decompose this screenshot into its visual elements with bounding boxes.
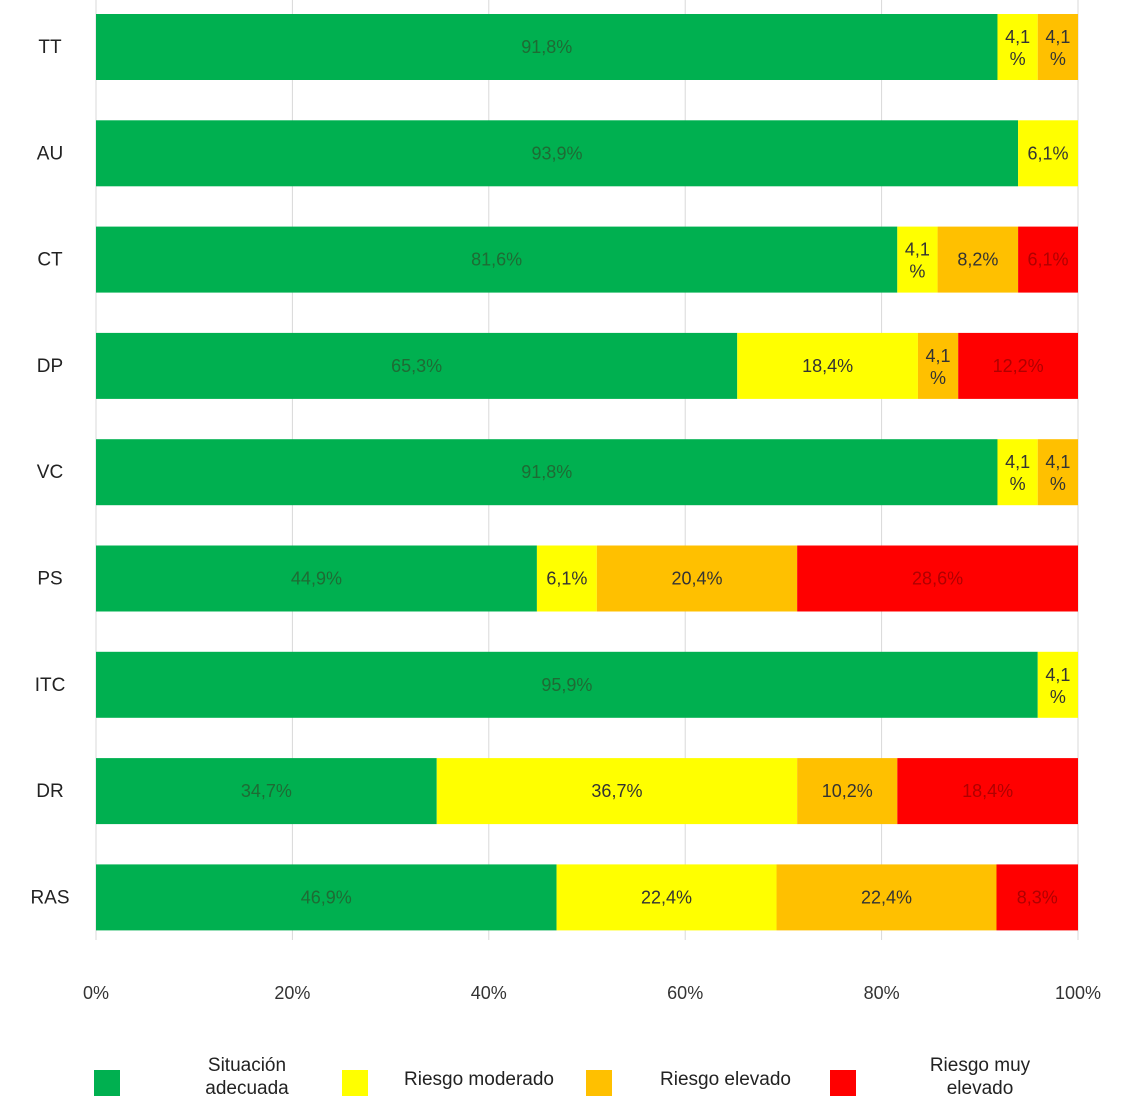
x-tick-label-3: 60% — [667, 983, 703, 1003]
data-label-dr-riesgo-moderado: 36,7% — [591, 781, 642, 801]
bar-au-situacion-adecuada — [96, 120, 1019, 187]
bar-ps-riesgo-elevado — [596, 545, 798, 612]
legend-label-situacion-adecuada: Situación adecuada — [205, 1055, 289, 1099]
data-label-ct-riesgo-muy-elevado: 6,1% — [1028, 250, 1069, 270]
bar-vc-riesgo-elevado — [1037, 439, 1078, 506]
x-tick-label-4: 80% — [864, 983, 900, 1003]
bar-vc-riesgo-moderado — [997, 439, 1038, 506]
bar-ras-situacion-adecuada — [96, 864, 557, 931]
data-label-ras-riesgo-elevado: 22,4% — [861, 887, 912, 907]
legend-swatch-riesgo-elevado — [586, 1070, 612, 1096]
legend-item-riesgo-elevado: Riesgo elevado — [586, 1040, 791, 1096]
chart-plot-area: 0% 20% 40% 60% 80% 100% TT 91,8% 4,1 % 4,1 % AU 93,9%… — [30, 0, 1101, 1003]
data-label-tt-situacion-adecuada: 91,8% — [521, 37, 572, 57]
bar-dp-riesgo-elevado — [917, 332, 959, 399]
data-label-ps-riesgo-muy-elevado: 28,6% — [912, 569, 963, 589]
bar-ct-riesgo-elevado — [937, 226, 1019, 293]
bar-dr-situacion-adecuada — [96, 758, 437, 825]
y-tick-label-vc: VC — [37, 462, 63, 483]
data-label-dp-riesgo-muy-elevado: 12,2% — [993, 356, 1044, 376]
y-tick-label-ps: PS — [37, 569, 62, 590]
bar-dr-riesgo-elevado — [797, 758, 898, 825]
data-label-vc-riesgo-elevado: 4,1% — [1045, 452, 1070, 494]
legend-swatch-riesgo-muy-elevado — [830, 1070, 856, 1096]
legend-item-situacion-adecuada: Situación adecuada — [94, 1040, 302, 1099]
chart-legend: Situación adecuada Riesgo moderado Riesg… — [0, 1040, 1124, 1099]
bar-tt-riesgo-moderado — [997, 14, 1038, 80]
y-tick-label-itc: ITC — [35, 675, 66, 696]
bar-dp-situacion-adecuada — [96, 332, 738, 399]
x-tick-label-2: 40% — [471, 983, 507, 1003]
legend-label-riesgo-elevado: Riesgo elevado — [660, 1068, 791, 1090]
legend-swatch-riesgo-moderado — [342, 1070, 368, 1096]
data-label-tt-riesgo-elevado: 4,1% — [1045, 27, 1070, 69]
bar-tt-riesgo-elevado — [1037, 14, 1078, 80]
data-label-dr-situacion-adecuada: 34,7% — [241, 781, 292, 801]
data-label-ras-situacion-adecuada: 46,9% — [301, 887, 352, 907]
bar-ct-riesgo-moderado — [897, 226, 938, 293]
data-label-vc-situacion-adecuada: 91,8% — [521, 462, 572, 482]
data-label-ps-riesgo-elevado: 20,4% — [671, 569, 722, 589]
bar-vc-situacion-adecuada — [96, 439, 998, 506]
bar-au-riesgo-moderado — [1018, 120, 1078, 187]
bar-ras-riesgo-muy-elevado — [996, 864, 1078, 931]
bar-dr-riesgo-muy-elevado — [897, 758, 1078, 825]
data-label-ras-riesgo-muy-elevado: 8,3% — [1017, 887, 1058, 907]
data-label-dp-riesgo-elevado: 4,1% — [926, 346, 951, 388]
data-label-ps-riesgo-moderado: 6,1% — [546, 569, 587, 589]
data-label-dp-situacion-adecuada: 65,3% — [391, 356, 442, 376]
data-label-dr-riesgo-muy-elevado: 18,4% — [962, 781, 1013, 801]
bar-ras-riesgo-elevado — [776, 864, 997, 931]
y-tick-label-ct: CT — [37, 250, 63, 271]
y-tick-label-ras: RAS — [30, 887, 69, 908]
bar-dr-riesgo-moderado — [436, 758, 798, 825]
y-tick-label-tt: TT — [38, 37, 62, 58]
data-label-vc-riesgo-moderado: 4,1% — [1005, 452, 1030, 494]
x-tick-label-1: 20% — [274, 983, 310, 1003]
y-tick-label-dp: DP — [37, 356, 63, 377]
bar-ps-situacion-adecuada — [96, 545, 537, 612]
data-label-itc-situacion-adecuada: 95,9% — [541, 675, 592, 695]
data-label-dr-riesgo-elevado: 10,2% — [822, 781, 873, 801]
y-tick-label-au: AU — [37, 143, 63, 164]
bar-itc-situacion-adecuada — [96, 651, 1038, 718]
bar-itc-riesgo-moderado — [1037, 651, 1078, 718]
data-label-ras-riesgo-moderado: 22,4% — [641, 887, 692, 907]
bar-ct-riesgo-muy-elevado — [1018, 226, 1078, 293]
data-label-tt-riesgo-moderado: 4,1% — [1005, 27, 1030, 69]
legend-label-riesgo-moderado: Riesgo moderado — [404, 1068, 554, 1090]
bar-ps-riesgo-moderado — [536, 545, 597, 612]
data-label-ct-riesgo-moderado: 4,1% — [905, 240, 930, 282]
bar-tt-situacion-adecuada — [96, 14, 998, 80]
x-tick-label-5: 100% — [1055, 983, 1101, 1003]
data-label-au-riesgo-moderado: 6,1% — [1028, 143, 1069, 163]
bar-dp-riesgo-moderado — [737, 332, 918, 399]
data-label-itc-riesgo-moderado: 4,1% — [1045, 665, 1070, 707]
bar-dp-riesgo-muy-elevado — [958, 332, 1078, 399]
legend-item-riesgo-moderado: Riesgo moderado — [342, 1040, 554, 1096]
data-label-ct-situacion-adecuada: 81,6% — [471, 250, 522, 270]
legend-label-riesgo-muy-elevado: Riesgo muy elevado — [929, 1055, 1031, 1099]
data-label-ps-situacion-adecuada: 44,9% — [291, 569, 342, 589]
x-tick-label-0: 0% — [83, 983, 109, 1003]
bar-ras-riesgo-moderado — [556, 864, 777, 931]
data-label-dp-riesgo-moderado: 18,4% — [802, 356, 853, 376]
data-label-ct-riesgo-elevado: 8,2% — [957, 250, 998, 270]
legend-item-riesgo-muy-elevado: Riesgo muy elevado — [830, 1040, 1040, 1099]
data-label-au-situacion-adecuada: 93,9% — [532, 143, 583, 163]
y-tick-label-dr: DR — [36, 781, 63, 802]
bar-ct-situacion-adecuada — [96, 226, 898, 293]
legend-swatch-situacion-adecuada — [94, 1070, 120, 1096]
bar-ps-riesgo-muy-elevado — [797, 545, 1078, 612]
